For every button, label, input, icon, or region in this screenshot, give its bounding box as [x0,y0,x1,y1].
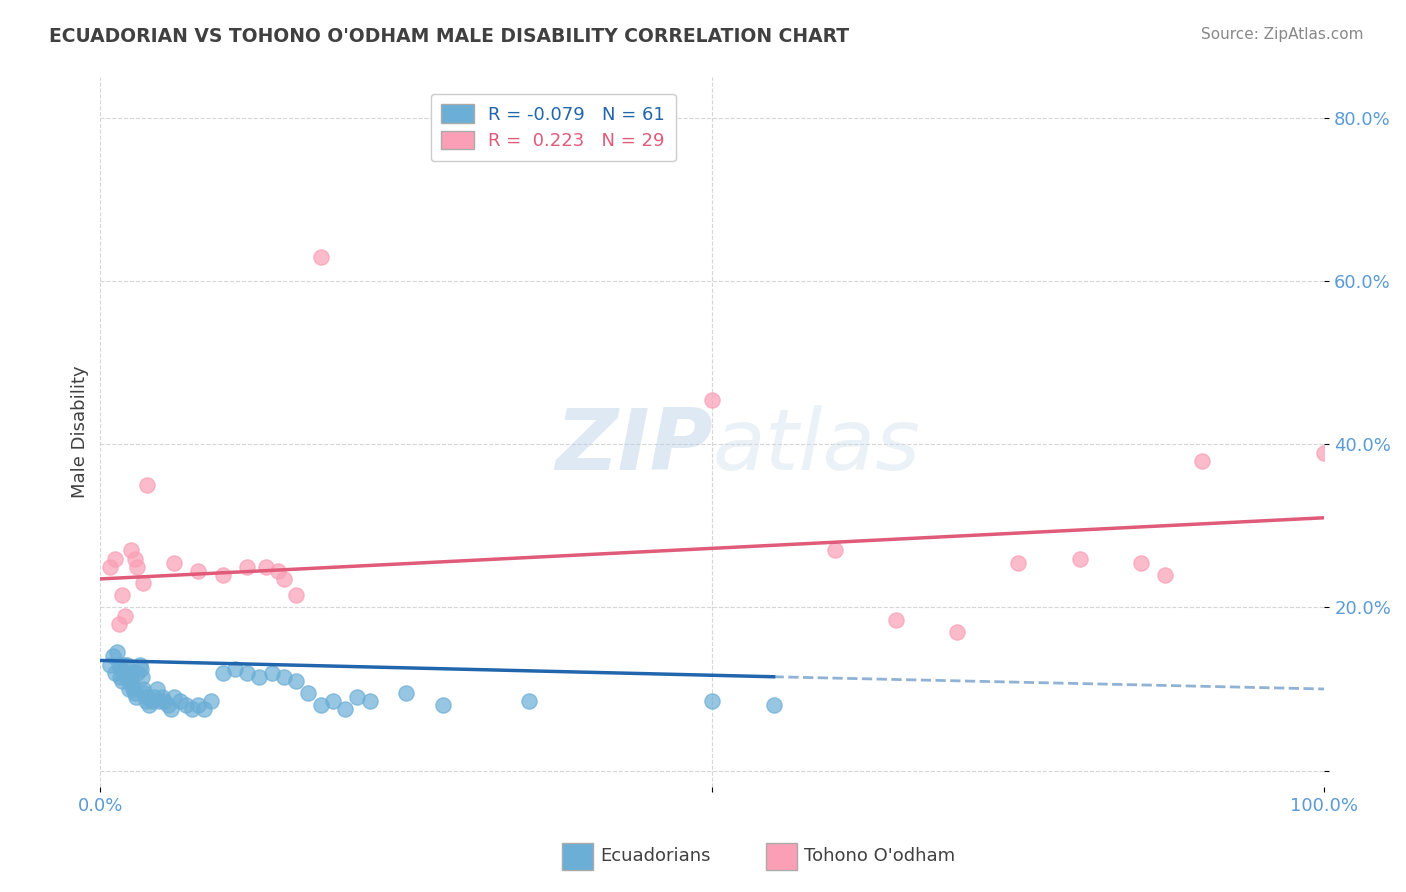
Point [267,564,290,578]
Point [432,698,454,713]
Point [122,681,145,696]
Point [98,657,121,672]
Point [101,649,124,664]
Point [309,250,332,264]
Point [120,670,142,684]
Point [108,670,131,684]
Point [702,392,724,407]
Point [193,702,215,716]
Point [1191,453,1213,467]
Point [132,681,155,696]
Point [135,690,157,705]
Point [112,657,135,672]
Point [517,694,540,708]
Point [359,694,381,708]
Point [128,657,150,672]
Point [124,551,146,566]
Point [125,665,148,680]
Point [309,698,332,713]
Point [117,657,139,672]
Point [114,665,136,680]
Point [145,681,167,696]
Point [824,543,846,558]
Point [1007,556,1029,570]
Point [104,665,127,680]
Point [1313,445,1336,459]
Point [187,564,209,578]
Point [104,551,127,566]
Point [884,613,907,627]
Point [124,686,146,700]
Point [110,662,132,676]
Point [111,673,134,688]
Point [285,673,308,688]
Point [333,702,356,716]
Point [346,690,368,705]
Point [181,702,204,716]
Text: ZIP: ZIP [555,405,713,488]
Point [1154,567,1177,582]
Point [254,559,277,574]
Point [395,686,418,700]
Point [273,572,295,586]
Point [211,567,233,582]
Point [129,662,152,676]
Point [114,608,136,623]
Point [107,616,129,631]
Point [143,690,166,705]
Point [118,665,141,680]
Point [1129,556,1152,570]
Point [702,694,724,708]
Point [132,576,155,591]
Text: Tohono O'odham: Tohono O'odham [804,847,955,865]
Point [125,559,148,574]
Point [322,694,344,708]
Point [285,588,308,602]
Point [107,645,129,659]
Text: Source: ZipAtlas.com: Source: ZipAtlas.com [1201,27,1364,42]
Point [160,702,183,716]
Point [224,662,246,676]
Legend: R = -0.079   N = 61, R =  0.223   N = 29: R = -0.079 N = 61, R = 0.223 N = 29 [430,94,676,161]
Point [138,698,160,713]
Point [125,690,148,705]
Point [131,670,153,684]
Point [762,698,785,713]
Point [153,694,176,708]
Point [236,559,259,574]
Y-axis label: Male Disability: Male Disability [72,366,89,499]
Point [115,670,138,684]
Text: Ecuadorians: Ecuadorians [600,847,711,865]
Point [135,478,157,492]
Point [135,694,157,708]
Point [150,690,173,705]
Point [134,686,156,700]
Point [169,694,191,708]
Point [156,698,179,713]
Point [249,670,271,684]
Point [236,665,259,680]
Point [946,624,969,639]
Point [121,678,143,692]
Point [120,543,142,558]
Point [107,657,129,672]
Point [200,694,222,708]
Point [273,670,295,684]
Point [98,559,121,574]
Point [163,556,186,570]
Point [1069,551,1091,566]
Point [260,665,283,680]
Point [163,690,186,705]
Point [111,588,134,602]
Point [297,686,319,700]
Text: ECUADORIAN VS TOHONO O'ODHAM MALE DISABILITY CORRELATION CHART: ECUADORIAN VS TOHONO O'ODHAM MALE DISABI… [49,27,849,45]
Point [117,681,139,696]
Point [211,665,233,680]
Point [187,698,209,713]
Text: atlas: atlas [713,405,921,488]
Point [141,694,163,708]
Point [148,694,170,708]
Point [174,698,197,713]
